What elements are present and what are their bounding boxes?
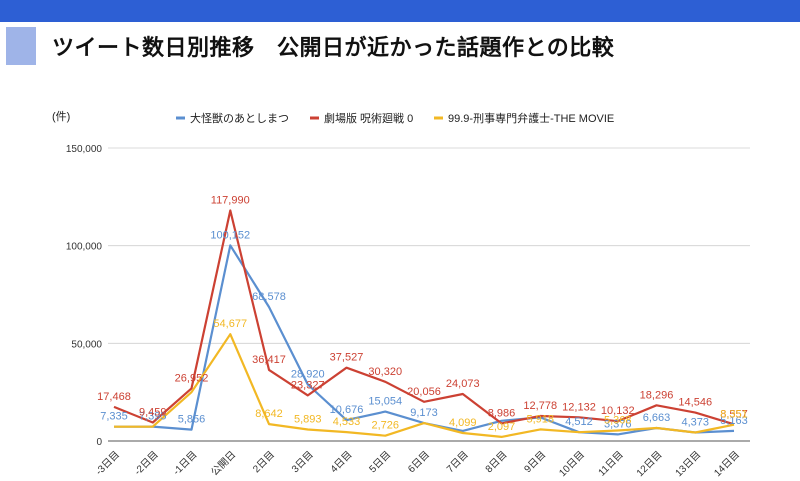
x-tick-label: 10日目: [557, 449, 587, 479]
data-label: 8,642: [255, 408, 283, 420]
y-tick-label: 0: [96, 437, 102, 448]
chart-legend: 大怪獣のあとしまつ 劇場版 呪術廻戦 0 99.9-刑事専門弁護士-THE MOVI…: [176, 111, 614, 125]
legend-label: 大怪獣のあとしまつ: [190, 111, 289, 125]
page-title: ツイート数日別推移 公開日が近かった話題作との比較: [52, 36, 615, 61]
data-label: 24,073: [446, 378, 480, 390]
x-tick-label: 5日目: [368, 449, 394, 475]
y-axis-label: (件): [52, 110, 70, 123]
data-label: 15,054: [368, 396, 402, 408]
data-label: 6,663: [643, 412, 671, 424]
chart-grid: [108, 147, 750, 442]
x-tick-label: 3日目: [290, 449, 316, 475]
x-tick-label: 8日目: [484, 449, 510, 475]
data-label: 36,417: [252, 354, 286, 366]
data-label: 2,726: [371, 420, 399, 432]
data-label: 68,578: [252, 291, 286, 303]
y-axis: 0 50,000 100,000 150,000: [66, 144, 103, 448]
x-tick-label: 7日目: [445, 449, 471, 475]
x-tick-label: -2日目: [133, 449, 161, 477]
data-label: 4,373: [681, 416, 709, 428]
data-label: 5,893: [294, 413, 322, 425]
data-label: 4,533: [333, 416, 361, 428]
data-label: 8,351: [720, 409, 748, 421]
data-label: 5,163: [720, 415, 748, 427]
data-label: 28,920: [291, 369, 325, 381]
data-label: 10,132: [601, 405, 635, 417]
top-banner: [0, 0, 800, 22]
x-tick-label: 6日目: [406, 449, 432, 475]
y-tick-label: 150,000: [66, 144, 103, 155]
y-tick-label: 50,000: [71, 339, 102, 350]
series-line: [113, 333, 735, 438]
data-label: 20,056: [407, 386, 441, 398]
data-label: 12,778: [523, 400, 557, 412]
x-axis: -3日目 -2日目 -1日目 公開日 2日目 3日目 4日目 5日目 6日目 7日目 8日目 9日目 1…: [94, 449, 742, 479]
data-label: 54,677: [213, 318, 247, 330]
data-label: 4,512: [565, 416, 593, 428]
data-label: 8,557: [720, 408, 748, 420]
data-label: 37,527: [330, 352, 364, 364]
data-label: 117,990: [211, 195, 250, 207]
x-tick-label: 9日目: [523, 449, 549, 475]
title-accent-block: [6, 27, 36, 65]
data-label: 18,296: [640, 389, 674, 401]
legend-label: 99.9-刑事専門弁護士-THE MOVIE: [448, 111, 614, 125]
data-label: 14,546: [678, 397, 712, 409]
data-label: 2,097: [488, 421, 516, 433]
x-tick-label: 2日目: [251, 449, 277, 475]
data-label: 5,368: [604, 415, 632, 427]
data-label: 8,986: [488, 407, 516, 419]
data-label: 23,327: [291, 379, 325, 391]
data-label: 12,132: [562, 401, 596, 413]
series-line: [113, 209, 735, 426]
data-label: 10,676: [330, 404, 364, 416]
x-tick-label: 4日目: [329, 449, 355, 475]
data-label: 7,335: [100, 411, 128, 423]
data-label: 30,320: [368, 366, 402, 378]
x-tick-label: 12日目: [635, 449, 665, 479]
x-tick-label: -1日目: [171, 449, 199, 477]
x-tick-label: -3日目: [94, 449, 122, 477]
x-tick-label: 11日目: [597, 449, 626, 478]
data-label: 5,918: [526, 413, 554, 425]
x-tick-label: 13日目: [674, 449, 704, 479]
data-label: 3,376: [604, 418, 632, 430]
legend-label: 劇場版 呪術廻戦 0: [324, 111, 413, 125]
data-label: 26,952: [175, 372, 209, 384]
data-label: 17,468: [97, 391, 131, 403]
data-label: 7,395: [139, 411, 167, 423]
x-tick-label: 14日目: [712, 449, 742, 479]
series-lines: [113, 209, 735, 438]
data-label: 100,152: [210, 229, 250, 241]
data-label: 9,459: [139, 407, 167, 419]
y-tick-label: 100,000: [66, 242, 103, 253]
data-labels: 7,335 7,395 5,856 100,152 68,578 28,920 10,676…: [97, 195, 748, 433]
data-label: 5,856: [178, 414, 206, 426]
series-line: [113, 244, 735, 436]
x-tick-label: 公開日: [209, 449, 239, 479]
data-label: 4,099: [449, 417, 477, 429]
data-label: 9,173: [410, 407, 438, 419]
